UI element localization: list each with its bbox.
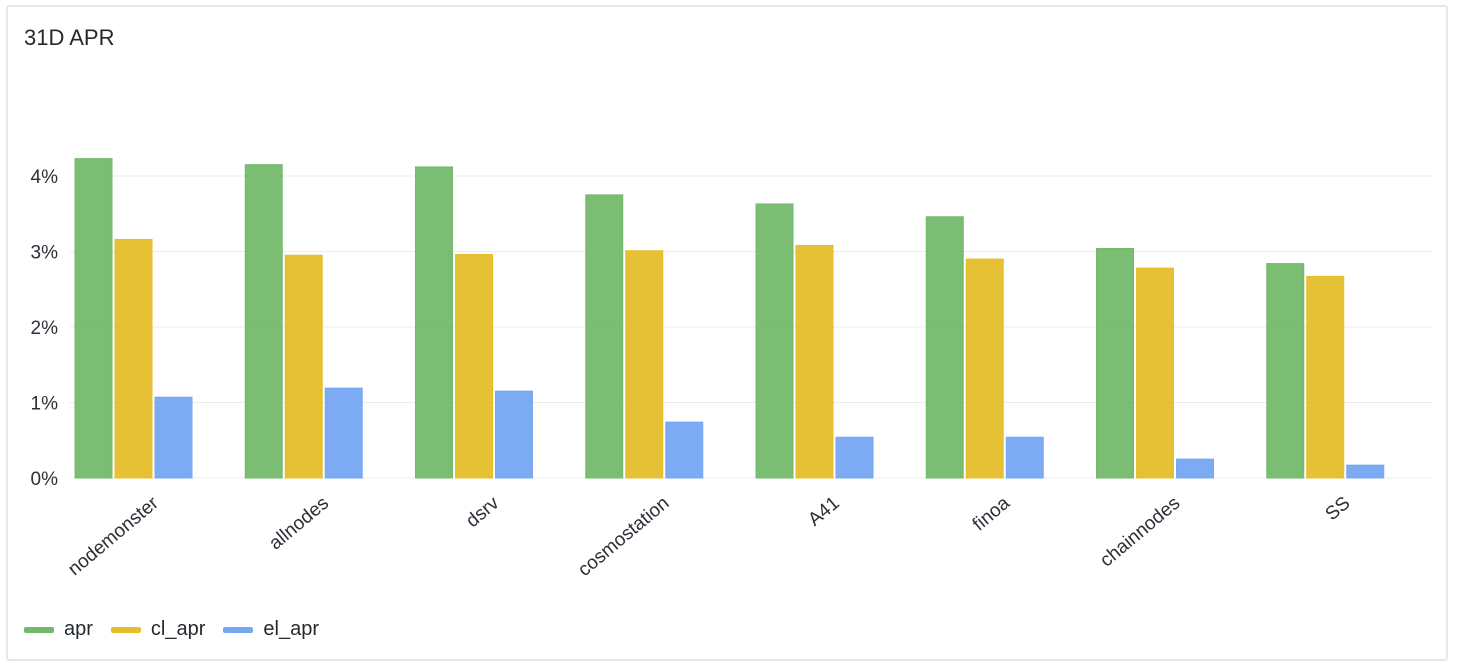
bar-cl-apr-nodemonster[interactable]: [114, 238, 153, 479]
legend-item-cl-apr[interactable]: cl_apr: [110, 618, 206, 641]
y-tick-label: 4%: [31, 167, 59, 188]
legend-item-apr[interactable]: apr: [24, 618, 93, 641]
bar-el-apr-nodemonster[interactable]: [154, 396, 193, 479]
bar-apr-chainnodes[interactable]: [1096, 247, 1134, 479]
bar-cl-apr-ss[interactable]: [1306, 275, 1345, 479]
bar-el-apr-chainnodes[interactable]: [1176, 458, 1214, 479]
legend-swatch-cl-apr: [110, 626, 141, 633]
bar-el-apr-dsrv[interactable]: [495, 390, 533, 479]
bar-el-apr-cosmostation[interactable]: [665, 421, 704, 479]
legend-label-el-apr: el_apr: [263, 618, 319, 640]
bar-apr-dsrv[interactable]: [415, 166, 453, 479]
bar-apr-cosmostation[interactable]: [585, 194, 624, 479]
x-tick-label: A41: [804, 493, 843, 531]
y-tick-label: 1%: [31, 394, 59, 415]
x-tick-label: finoa: [969, 492, 1014, 535]
bar-cl-apr-finoa[interactable]: [965, 258, 1004, 479]
x-tick-label: chainnodes: [1096, 493, 1184, 572]
bar-el-apr-a41[interactable]: [835, 436, 874, 479]
x-tick-label: nodemonster: [64, 492, 163, 580]
legend-label-cl-apr: cl_apr: [150, 618, 206, 640]
legend-label-apr: apr: [64, 618, 93, 640]
bar-cl-apr-a41[interactable]: [795, 244, 834, 479]
bar-cl-apr-allnodes[interactable]: [284, 254, 323, 479]
bar-apr-ss[interactable]: [1266, 263, 1305, 479]
bar-apr-nodemonster[interactable]: [74, 158, 113, 479]
panel-title: 31D APR: [24, 25, 115, 50]
x-tick-label: dsrv: [462, 492, 503, 531]
legend-item-el-apr[interactable]: el_apr: [223, 618, 319, 641]
bar-cl-apr-dsrv[interactable]: [455, 254, 493, 479]
bar-apr-finoa[interactable]: [925, 216, 964, 479]
x-tick-label: SS: [1322, 493, 1355, 525]
x-tick-label: cosmostation: [574, 493, 673, 581]
bar-el-apr-finoa[interactable]: [1005, 436, 1044, 479]
legend-swatch-el-apr: [223, 626, 254, 633]
y-tick-label: 2%: [31, 318, 59, 339]
x-tick-label: allnodes: [265, 493, 333, 555]
y-tick-label: 0%: [31, 469, 59, 490]
y-tick-label: 3%: [31, 243, 59, 264]
bar-cl-apr-cosmostation[interactable]: [625, 250, 664, 479]
bar-apr-a41[interactable]: [755, 203, 794, 479]
legend-swatch-apr: [24, 626, 54, 633]
bar-el-apr-ss[interactable]: [1346, 464, 1385, 479]
legend: apr cl_apr el_apr: [24, 618, 337, 641]
bar-el-apr-allnodes[interactable]: [324, 387, 363, 479]
bar-apr-allnodes[interactable]: [244, 164, 283, 479]
bar-cl-apr-chainnodes[interactable]: [1136, 267, 1174, 479]
